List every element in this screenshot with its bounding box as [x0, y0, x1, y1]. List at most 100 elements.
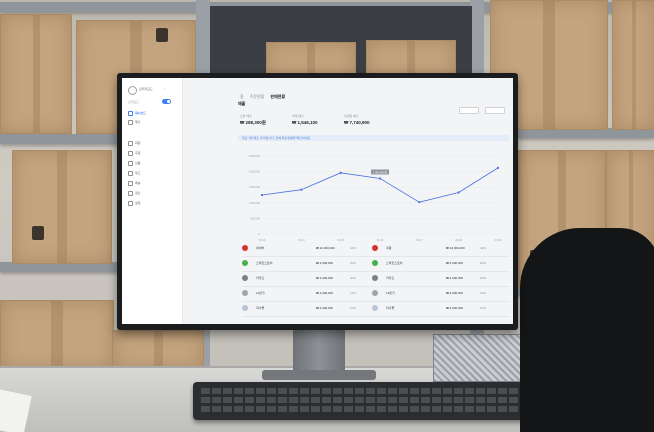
sidebar-item[interactable]: 배송 [126, 180, 178, 186]
header-tab[interactable]: 주문현황 [249, 94, 265, 99]
channel-amount: ₩ 4,000,000 [446, 261, 464, 265]
x-tick-label: 03.13 [259, 238, 266, 242]
main-content: 홈 주문현황 판매현황 매출 오늘 매출 ₩ 298,300원 어제 매출 ₩ 1,546… [182, 78, 513, 324]
data-point[interactable] [378, 177, 382, 180]
channel-icon [372, 305, 378, 311]
sidebar-item[interactable]: 매출 [126, 119, 178, 125]
monitor: 관리자모드 ‹ 관리모드 대시보드 매출 회원 주문 상품 재고 배송 정산 설정 홈 주문현황 판… [117, 73, 518, 330]
monitor-screen: 관리자모드 ‹ 관리모드 대시보드 매출 회원 주문 상품 재고 배송 정산 설정 홈 주문현황 판… [122, 78, 513, 324]
sidebar-item-label: 회원 [135, 141, 141, 145]
data-point[interactable] [339, 171, 342, 174]
data-point[interactable] [260, 193, 264, 197]
y-tick-label: 1,500,000 [248, 185, 260, 189]
channel-percent: 20% [350, 276, 357, 280]
x-tick-label: 03.15 [337, 238, 344, 242]
channel-name: 쿠팡 [386, 246, 392, 250]
cardboard-box [0, 300, 114, 370]
x-tick-label: 03.16 [377, 238, 384, 242]
sidebar-item[interactable]: 상품 [126, 160, 178, 166]
cardboard-box [12, 150, 112, 264]
channel-percent: 42% [480, 246, 487, 250]
header-tab[interactable]: 판매현황 [270, 94, 286, 99]
channel-percent: 14% [350, 291, 357, 295]
sidebar-item-label: 설정 [135, 201, 141, 205]
channel-amount: ₩ 10,000,000 [446, 246, 465, 250]
channel-name: 네이버 [256, 246, 265, 250]
info-banner: 최근 7일 매출 추이입니다. 전체 매출현황을 확인하세요. [238, 135, 509, 141]
cardboard-box [0, 14, 72, 134]
x-tick-label: 03.14 [298, 238, 305, 242]
y-tick-label: 2,500,000 [248, 154, 260, 158]
data-point[interactable] [300, 188, 303, 191]
sidebar-item[interactable]: 대시보드 [126, 110, 178, 116]
order-icon [128, 151, 133, 156]
channel-icon [372, 245, 378, 251]
collapse-icon[interactable]: ‹ [164, 86, 166, 91]
channel-amount: ₩ 2,000,000 [316, 306, 334, 310]
cardboard-box [266, 42, 356, 76]
cardboard-box [112, 330, 204, 370]
sidebar-item-label: 매출 [135, 120, 141, 124]
delivery-icon [128, 181, 133, 186]
channel-name: 카카오 [386, 276, 395, 280]
sidebar-item-label: 상품 [135, 161, 141, 165]
sidebar-item[interactable]: 설정 [126, 200, 178, 206]
data-point[interactable] [418, 201, 421, 204]
table-row: 자사몰 ₩ 2,000,000 10% 자사몰 ₩ 2,000,000 10% [242, 303, 510, 317]
period-button[interactable] [458, 107, 479, 114]
period-button[interactable] [485, 107, 505, 114]
settings-icon [128, 201, 133, 206]
data-point[interactable] [457, 191, 460, 194]
channel-name: 스마트스토어 [386, 261, 403, 265]
x-tick-label: 03.18 [455, 238, 462, 242]
member-icon [128, 141, 133, 146]
sidebar-item[interactable]: 주문 [126, 150, 178, 156]
channel-percent: 20% [480, 261, 487, 265]
mode-label: 관리모드 [128, 100, 140, 104]
sidebar: 관리자모드 ‹ 관리모드 대시보드 매출 회원 주문 상품 재고 배송 정산 설정 [122, 78, 183, 324]
channel-name: 11번가 [256, 291, 265, 295]
sales-line-chart: 2,500,000 2,000,000 1,500,000 1,000,000 500,… [248, 154, 501, 242]
x-tick-label: 03.17 [416, 238, 423, 242]
channel-name: 스마트스토어 [256, 261, 273, 265]
channel-name: 11번가 [386, 291, 395, 295]
sidebar-item-label: 정산 [135, 191, 141, 195]
mesh-organizer [433, 334, 521, 382]
info-banner-text: 최근 7일 매출 추이입니다. 전체 매출현황을 확인하세요. [242, 136, 312, 140]
stock-icon [128, 171, 133, 176]
header-tab[interactable]: 홈 [240, 94, 244, 99]
monitor-stand-base [262, 370, 376, 380]
sidebar-item[interactable]: 회원 [126, 140, 178, 146]
y-tick-label: 500,000 [251, 216, 261, 220]
channel-name: 자사몰 [256, 306, 265, 310]
channel-icon [242, 260, 248, 266]
kpi-card: 어제 매출 ₩ 1,546,100 [292, 114, 352, 125]
data-point[interactable] [496, 166, 500, 169]
sidebar-item-label: 배송 [135, 181, 141, 185]
y-tick-label: 0 [259, 232, 261, 236]
header-tabs: 홈 주문현황 판매현황 [240, 85, 291, 103]
channel-amount: ₩ 4,000,000 [316, 276, 334, 280]
channel-icon [242, 290, 248, 296]
shelf-beam-right [518, 128, 654, 138]
channel-amount: ₩ 2,000,000 [446, 306, 464, 310]
channel-icon [372, 275, 378, 281]
sidebar-item[interactable]: 정산 [126, 190, 178, 196]
kpi-card: 오늘 매출 ₩ 298,300원 [240, 114, 300, 126]
sidebar-item[interactable]: 재고 [126, 170, 178, 176]
channel-percent: 10% [350, 306, 357, 310]
cardboard-box [612, 0, 654, 130]
sales-icon [128, 120, 133, 125]
kpi-value: ₩ 7,740,900 [344, 120, 370, 125]
channel-icon [372, 290, 378, 296]
channel-icon [242, 305, 248, 311]
table-row: 카카오 ₩ 4,000,000 20% 카카오 ₩ 4,000,000 20% [242, 273, 510, 287]
mode-toggle[interactable] [162, 99, 171, 104]
box-label [156, 28, 168, 42]
logo-icon [128, 86, 137, 95]
kpi-value: ₩ 1,546,100 [292, 120, 318, 125]
channel-percent: 20% [480, 276, 487, 280]
sidebar-item-label: 재고 [135, 171, 141, 175]
shelf-beam-low [0, 262, 120, 272]
period-buttons [457, 101, 505, 119]
